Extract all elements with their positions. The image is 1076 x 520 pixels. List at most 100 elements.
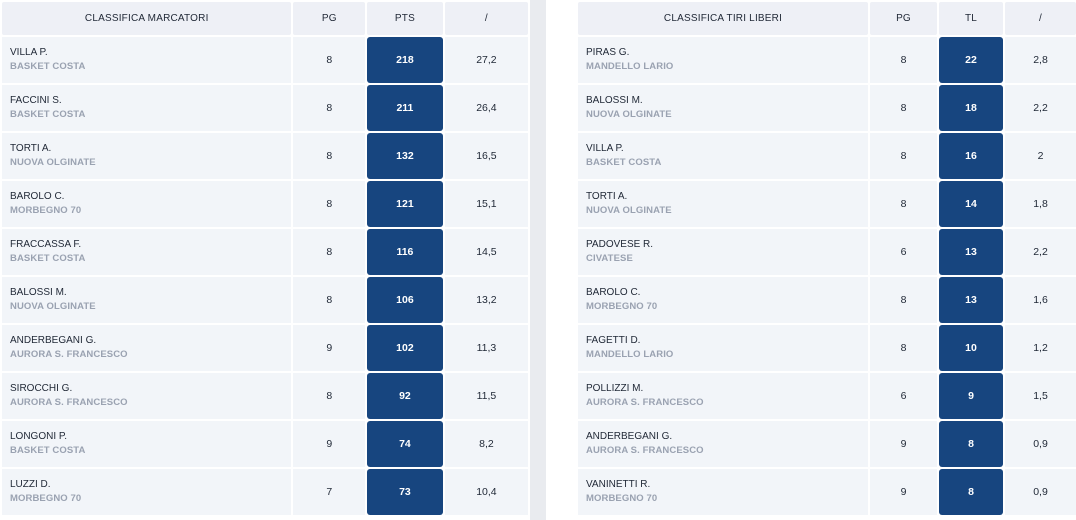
player-name[interactable]: LUZZI D. [10, 479, 51, 490]
player-name[interactable]: ANDERBEGANI G. [586, 431, 673, 442]
player-name[interactable]: LONGONI P. [10, 431, 68, 442]
player-name[interactable]: TORTI A. [586, 191, 628, 202]
player-cell: TORTI A. NUOVA OLGINATE [2, 133, 292, 179]
average-cell: 14,5 [444, 229, 528, 275]
games-played-cell: 6 [870, 229, 937, 275]
player-team[interactable]: MORBEGNO 70 [586, 493, 658, 504]
player-name[interactable]: PADOVESE R. [586, 239, 654, 250]
player-team[interactable]: BASKET COSTA [10, 109, 86, 120]
average-cell: 2,2 [1005, 85, 1076, 131]
player-cell: PIRAS G. MANDELLO LARIO [578, 37, 868, 83]
player-team[interactable]: BASKET COSTA [10, 445, 86, 456]
stat-cell: 92 [367, 373, 443, 419]
average-cell: 2 [1005, 133, 1076, 179]
stat-cell: 106 [367, 277, 443, 323]
average-cell: 1,5 [1005, 373, 1076, 419]
free-throws-header-tl[interactable]: TL [939, 2, 1003, 35]
table-row: PADOVESE R. CIVATESE 6 13 2,2 [578, 229, 1076, 275]
player-team[interactable]: MORBEGNO 70 [586, 301, 658, 312]
games-played-cell: 8 [870, 181, 937, 227]
games-played-cell: 7 [293, 469, 366, 515]
player-name[interactable]: PIRAS G. [586, 47, 630, 58]
player-cell: BAROLO C. MORBEGNO 70 [578, 277, 868, 323]
stat-cell: 8 [939, 469, 1003, 515]
player-team[interactable]: BASKET COSTA [586, 157, 662, 168]
player-cell: VANINETTI R. MORBEGNO 70 [578, 469, 868, 515]
player-team[interactable]: NUOVA OLGINATE [586, 205, 672, 216]
average-cell: 16,5 [444, 133, 528, 179]
games-played-cell: 8 [293, 277, 366, 323]
player-team[interactable]: AURORA S. FRANCESCO [586, 397, 704, 408]
player-cell: PADOVESE R. CIVATESE [578, 229, 868, 275]
table-row: BAROLO C. MORBEGNO 70 8 121 15,1 [2, 181, 528, 227]
player-team[interactable]: MANDELLO LARIO [586, 61, 674, 72]
player-cell: FAGETTI D. MANDELLO LARIO [578, 325, 868, 371]
player-cell: SIROCCHI G. AURORA S. FRANCESCO [2, 373, 292, 419]
average-cell: 13,2 [444, 277, 528, 323]
stat-cell: 13 [939, 229, 1003, 275]
player-team[interactable]: NUOVA OLGINATE [10, 301, 96, 312]
player-cell: FACCINI S. BASKET COSTA [2, 85, 292, 131]
player-team[interactable]: AURORA S. FRANCESCO [586, 445, 704, 456]
table-row: POLLIZZI M. AURORA S. FRANCESCO 6 9 1,5 [578, 373, 1076, 419]
player-name[interactable]: VANINETTI R. [586, 479, 651, 490]
player-team[interactable]: MORBEGNO 70 [10, 205, 82, 216]
player-cell: ANDERBEGANI G. AURORA S. FRANCESCO [2, 325, 292, 371]
player-name[interactable]: FAGETTI D. [586, 335, 641, 346]
table-row: PIRAS G. MANDELLO LARIO 8 22 2,8 [578, 37, 1076, 83]
stat-cell: 13 [939, 277, 1003, 323]
games-played-cell: 8 [293, 373, 366, 419]
player-team[interactable]: MANDELLO LARIO [586, 349, 674, 360]
player-team[interactable]: BASKET COSTA [10, 253, 86, 264]
player-team[interactable]: AURORA S. FRANCESCO [10, 397, 128, 408]
player-name[interactable]: FRACCASSA F. [10, 239, 82, 250]
player-name[interactable]: BALOSSI M. [10, 287, 67, 298]
games-played-cell: 8 [293, 37, 366, 83]
player-name[interactable]: POLLIZZI M. [586, 383, 644, 394]
table-row: TORTI A. NUOVA OLGINATE 8 132 16,5 [2, 133, 528, 179]
player-team[interactable]: AURORA S. FRANCESCO [10, 349, 128, 360]
games-played-cell: 8 [870, 277, 937, 323]
stat-cell: 8 [939, 421, 1003, 467]
stat-cell: 121 [367, 181, 443, 227]
stat-cell: 18 [939, 85, 1003, 131]
average-cell: 11,3 [444, 325, 528, 371]
average-cell: 1,8 [1005, 181, 1076, 227]
scorers-header-games[interactable]: PG [293, 2, 366, 35]
free-throws-header-name[interactable]: CLASSIFICA TIRI LIBERI [578, 2, 868, 35]
player-team[interactable]: BASKET COSTA [10, 61, 86, 72]
player-name[interactable]: BALOSSI M. [586, 95, 643, 106]
stat-cell: 22 [939, 37, 1003, 83]
player-name[interactable]: BAROLO C. [10, 191, 65, 202]
player-name[interactable]: ANDERBEGANI G. [10, 335, 97, 346]
table-row: FRACCASSA F. BASKET COSTA 8 116 14,5 [2, 229, 528, 275]
player-cell: LUZZI D. MORBEGNO 70 [2, 469, 292, 515]
scorers-header-points[interactable]: PTS [367, 2, 443, 35]
player-cell: VILLA P. BASKET COSTA [2, 37, 292, 83]
scorers-header-name[interactable]: CLASSIFICA MARCATORI [2, 2, 292, 35]
stat-cell: 218 [367, 37, 443, 83]
player-name[interactable]: VILLA P. [10, 47, 48, 58]
table-row: ANDERBEGANI G. AURORA S. FRANCESCO 9 8 0,9 [578, 421, 1076, 467]
player-cell: BAROLO C. MORBEGNO 70 [2, 181, 292, 227]
average-cell: 0,9 [1005, 421, 1076, 467]
player-name[interactable]: FACCINI S. [10, 95, 62, 106]
scorers-header-average[interactable]: / [444, 2, 528, 35]
stat-cell: 211 [367, 85, 443, 131]
player-team[interactable]: NUOVA OLGINATE [10, 157, 96, 168]
games-played-cell: 9 [293, 421, 366, 467]
player-team[interactable]: MORBEGNO 70 [10, 493, 82, 504]
panel-divider [530, 0, 546, 520]
player-cell: POLLIZZI M. AURORA S. FRANCESCO [578, 373, 868, 419]
free-throws-header-games[interactable]: PG [870, 2, 937, 35]
player-name[interactable]: TORTI A. [10, 143, 52, 154]
player-cell: LONGONI P. BASKET COSTA [2, 421, 292, 467]
scorers-table: CLASSIFICA MARCATORI PG PTS / VILLA P. BA… [0, 0, 530, 517]
stat-cell: 10 [939, 325, 1003, 371]
player-name[interactable]: BAROLO C. [586, 287, 641, 298]
player-name[interactable]: SIROCCHI G. [10, 383, 73, 394]
free-throws-header-average[interactable]: / [1005, 2, 1076, 35]
player-name[interactable]: VILLA P. [586, 143, 624, 154]
player-team[interactable]: NUOVA OLGINATE [586, 109, 672, 120]
player-team[interactable]: CIVATESE [586, 253, 633, 264]
